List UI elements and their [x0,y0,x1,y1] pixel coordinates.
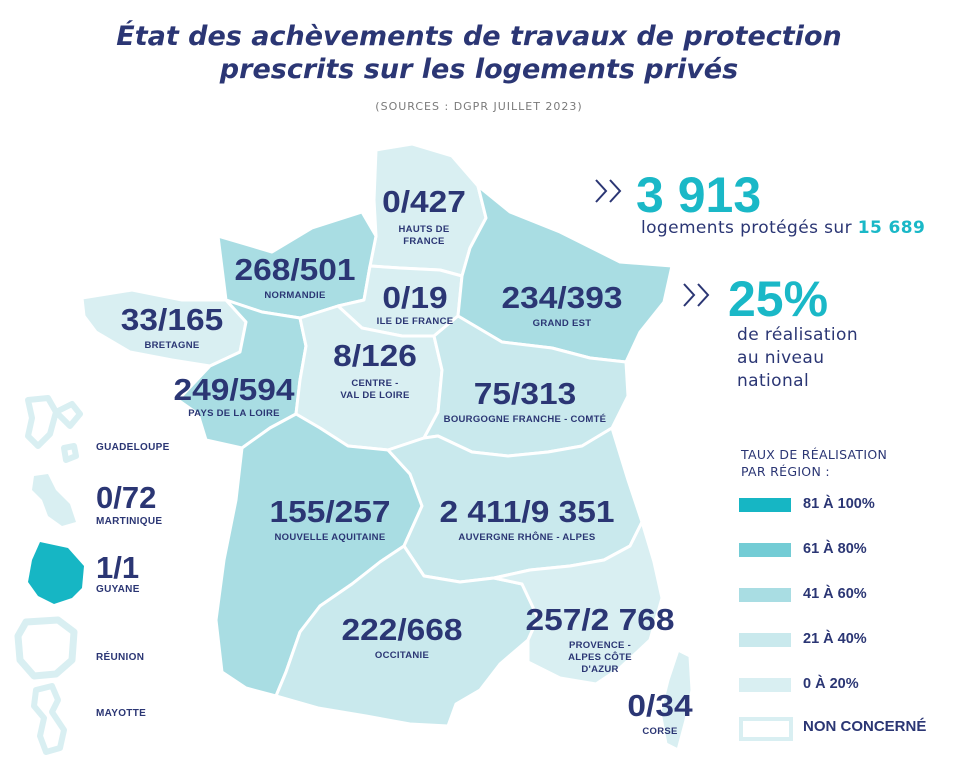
legend-label: 41 À 60% [803,586,867,602]
region-value: 2 411/9 351 [439,494,615,529]
region-name-2: ALPES CÔTE [568,652,632,663]
label-bretagne: 33/165 BRETAGNE [92,304,252,352]
region-value: 268/501 [234,252,356,287]
label-ile-de-france: 0/19 ILE DE FRANCE [350,282,480,328]
rate-line-3: national [737,371,810,391]
martinique-shape[interactable] [32,474,76,526]
region-name-3: D'AZUR [581,664,619,675]
page-title: État des achèvements de travaux de prote… [0,20,958,86]
region-name: HAUTS DE [398,224,450,235]
legend-swatch [739,717,793,741]
label-auvergne-rhone-alpes: 2 411/9 351 AUVERGNE RHÔNE - ALPES [420,496,634,544]
legend-title-line-2: PAR RÉGION : [741,464,830,479]
region-name: BRETAGNE [144,340,200,351]
reunion-shape[interactable] [14,616,78,680]
legend-swatch [739,633,791,647]
value-guyane: 1/1 [96,550,140,585]
region-name: NOUVELLE AQUITAINE [274,532,386,543]
chevron-stat-2-b [697,283,710,307]
region-value: 33/165 [120,302,224,337]
region-value: 155/257 [269,494,391,529]
chevron-icons [595,179,710,307]
region-name: PAYS DE LA LOIRE [188,408,280,419]
label-mayotte: MAYOTTE [96,708,147,719]
label-martinique: MARTINIQUE [96,516,163,527]
region-value: 8/126 [333,338,417,373]
overseas-shapes [14,395,84,755]
label-pays-de-la-loire: 249/594 PAYS DE LA LOIRE [154,374,314,420]
label-hauts-de-france: 0/427 HAUTS DE FRANCE [364,186,484,248]
legend-label: 0 À 20% [803,676,859,692]
legend-swatch [739,588,791,602]
label-guadeloupe: GUADELOUPE [96,442,170,453]
title-line-1: État des achèvements de travaux de prote… [116,21,842,52]
guyane-shape[interactable] [28,542,84,604]
label-corse: 0/34 CORSE [610,690,710,738]
region-value: 222/668 [341,612,463,647]
region-name: NORMANDIE [264,290,326,301]
legend-label: NON CONCERNÉ [803,718,927,735]
region-name: BOURGOGNE FRANCHE - COMTÉ [443,414,607,425]
source-note: (SOURCES : DGPR JUILLET 2023) [375,100,583,113]
region-value: 234/393 [501,280,623,315]
region-provence-alpes-cote-azur[interactable] [492,520,664,686]
region-name: OCCITANIE [374,650,430,661]
protected-text: logements protégés sur [641,218,852,238]
region-value: 75/313 [473,376,577,411]
region-value: 257/2 768 [525,602,675,637]
label-centre-val-de-loire: 8/126 CENTRE - VAL DE LOIRE [300,340,450,402]
region-value: 0/427 [382,184,466,219]
region-name: GRAND EST [532,318,592,329]
legend-label: 81 À 100% [803,496,875,512]
value-martinique: 0/72 [96,480,157,515]
label-bourgogne-franche-comte: 75/313 BOURGOGNE FRANCHE - COMTÉ [430,378,620,426]
legend-title: TAUX DE RÉALISATION PAR RÉGION : [741,446,887,480]
protected-caption: logements protégés sur 15 689 [641,218,925,238]
legend-swatch [739,678,791,692]
region-value: 249/594 [173,372,295,407]
legend-label: 21 À 40% [803,631,867,647]
chevron-stat-1-b [609,179,622,203]
rate-caption: de réalisation au niveau national [737,324,858,393]
protected-value: 3 913 [636,167,762,223]
region-name: CENTRE - [351,378,399,389]
title-line-2: prescrits sur les logements privés [219,54,739,85]
region-name: ILE DE FRANCE [376,316,454,327]
region-name: AUVERGNE RHÔNE - ALPES [458,532,596,543]
legend-swatch [739,498,791,512]
label-reunion: RÉUNION [96,652,145,663]
label-grand-est: 234/393 GRAND EST [472,282,652,330]
protected-total: 15 689 [857,218,926,238]
legend-label: 61 À 80% [803,541,867,557]
legend-title-line-1: TAUX DE RÉALISATION [741,447,888,462]
region-name-2: VAL DE LOIRE [340,390,410,401]
chevron-stat-2-a [683,283,696,307]
guadeloupe-shape[interactable] [25,395,83,463]
region-name: PROVENCE - [568,640,632,651]
label-nouvelle-aquitaine: 155/257 NOUVELLE AQUITAINE [250,496,410,544]
label-occitanie: 222/668 OCCITANIE [322,614,482,662]
chevron-stat-1-a [595,179,608,203]
label-normandie: 268/501 NORMANDIE [220,254,370,302]
rate-value: 25% [728,271,829,327]
rate-line-1: de réalisation [737,325,859,345]
legend-swatch [739,543,791,557]
region-name-2: FRANCE [403,236,445,247]
region-value: 0/19 [382,280,448,315]
region-name: CORSE [642,726,678,737]
rate-line-2: au niveau [737,348,825,368]
region-value: 0/34 [627,688,693,723]
label-provence-alpes-cote-azur: 257/2 768 PROVENCE - ALPES CÔTE D'AZUR [510,604,690,676]
region-corse[interactable] [658,648,694,752]
mayotte-shape[interactable] [31,683,67,755]
label-guyane: GUYANE [96,584,140,595]
